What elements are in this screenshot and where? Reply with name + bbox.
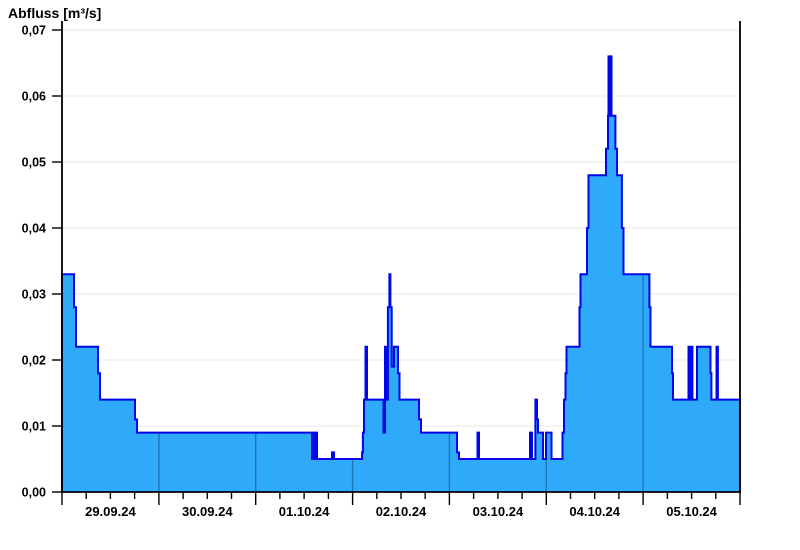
x-ticks xyxy=(61,492,741,505)
y-tick-label: 0,01 xyxy=(22,420,46,434)
x-tick-labels: 29.09.24 30.09.24 01.10.24 02.10.24 03.10.24… xyxy=(85,504,718,519)
chart-title: Abfluss [m³/s] xyxy=(8,5,102,21)
x-tick-label: 02.10.24 xyxy=(376,504,427,519)
y-tick-label: 0,07 xyxy=(22,24,46,38)
x-tick-label: 03.10.24 xyxy=(473,504,524,519)
y-tick-label: 0,02 xyxy=(22,354,46,368)
y-tick-label: 0,03 xyxy=(22,288,46,302)
y-ticks xyxy=(52,29,62,493)
y-tick-label: 0,04 xyxy=(22,222,46,236)
y-tick-label: 0,00 xyxy=(22,486,46,500)
series-fill xyxy=(62,56,740,493)
x-tick-label: 30.09.24 xyxy=(182,504,233,519)
y-tick-label: 0,06 xyxy=(22,90,46,104)
x-tick-label: 05.10.24 xyxy=(666,504,717,519)
y-tick-label: 0,05 xyxy=(22,156,46,170)
y-tick-labels: 0,00 0,01 0,02 0,03 0,04 0,05 0,06 0,07 xyxy=(22,24,46,500)
horizontal-gridlines xyxy=(62,29,740,427)
x-tick-label: 01.10.24 xyxy=(279,504,330,519)
x-tick-label: 29.09.24 xyxy=(85,504,136,519)
x-tick-label: 04.10.24 xyxy=(569,504,620,519)
series-line xyxy=(61,55,741,492)
